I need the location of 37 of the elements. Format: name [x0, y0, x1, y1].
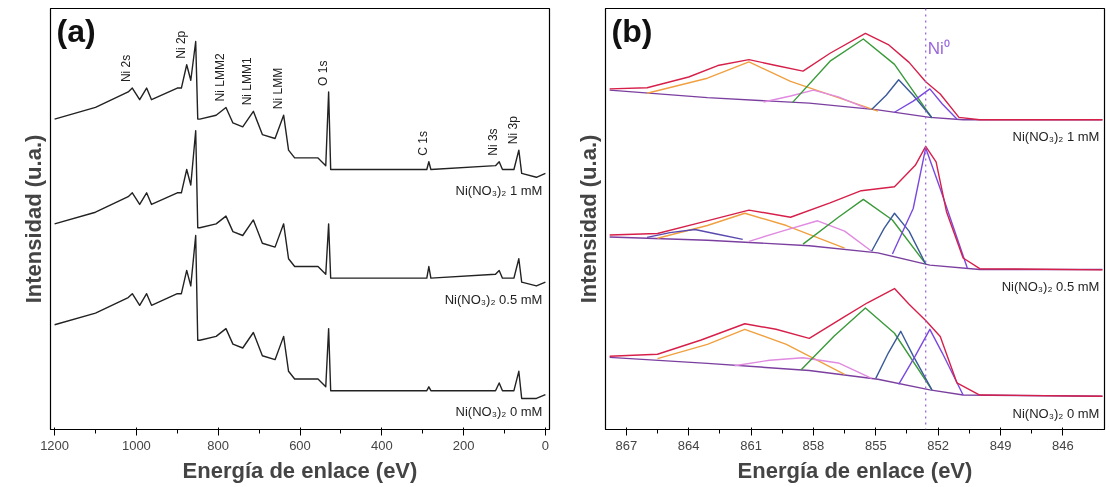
- x-tick-label: 600: [289, 437, 311, 453]
- y-axis-title: Intensidad (u.a.): [575, 134, 601, 304]
- annotation: Ni LMM2: [212, 53, 227, 102]
- x-tick-label: 800: [207, 437, 230, 453]
- x-tick-label: 861: [740, 437, 762, 453]
- series-label: Ni(NO₃)₂ 0 mM: [1012, 405, 1100, 421]
- x-tick-label: 864: [677, 437, 700, 453]
- series-label: Ni(NO₃)₂ 0 mM: [455, 404, 543, 420]
- annotation: Ni 2p: [173, 30, 188, 59]
- annotation: Ni LMM: [270, 67, 285, 110]
- x-tick-label: 1200: [40, 437, 70, 453]
- ref-line-label: Ni⁰: [927, 38, 950, 58]
- x-tick-label: 855: [864, 437, 887, 453]
- x-tick-label: 400: [370, 437, 393, 453]
- annotation: Ni 3s: [486, 128, 501, 156]
- chart-title: (b): [611, 12, 653, 49]
- series-label: Ni(NO₃)₂ 0.5 mM: [1001, 279, 1100, 295]
- x-tick-label: 1000: [121, 437, 151, 453]
- series-label: Ni(NO₃)₂ 0.5 mM: [444, 291, 543, 307]
- x-axis-title: Energía de enlace (eV): [182, 457, 418, 483]
- x-axis-title: Energía de enlace (eV): [737, 457, 973, 483]
- x-tick-label: 849: [989, 437, 1012, 453]
- x-tick-label: 858: [802, 437, 825, 453]
- annotation: O 1s: [315, 60, 330, 86]
- series-label: Ni(NO₃)₂ 1 mM: [1012, 129, 1100, 145]
- x-tick-label: 846: [1052, 437, 1074, 453]
- annotation: Ni 3p: [505, 115, 520, 145]
- series-label: Ni(NO₃)₂ 1 mM: [455, 182, 543, 198]
- x-tick-label: 0: [541, 437, 550, 453]
- annotation: C 1s: [415, 131, 430, 156]
- annotation: Ni LMM1: [240, 56, 255, 106]
- annotation: Ni 2s: [119, 54, 134, 83]
- y-axis-title: Intensidad (u.a.): [20, 134, 46, 304]
- x-tick-label: 200: [452, 437, 475, 453]
- x-tick-label: 867: [615, 437, 638, 453]
- x-tick-label: 852: [927, 437, 950, 453]
- chart-title: (a): [56, 12, 96, 49]
